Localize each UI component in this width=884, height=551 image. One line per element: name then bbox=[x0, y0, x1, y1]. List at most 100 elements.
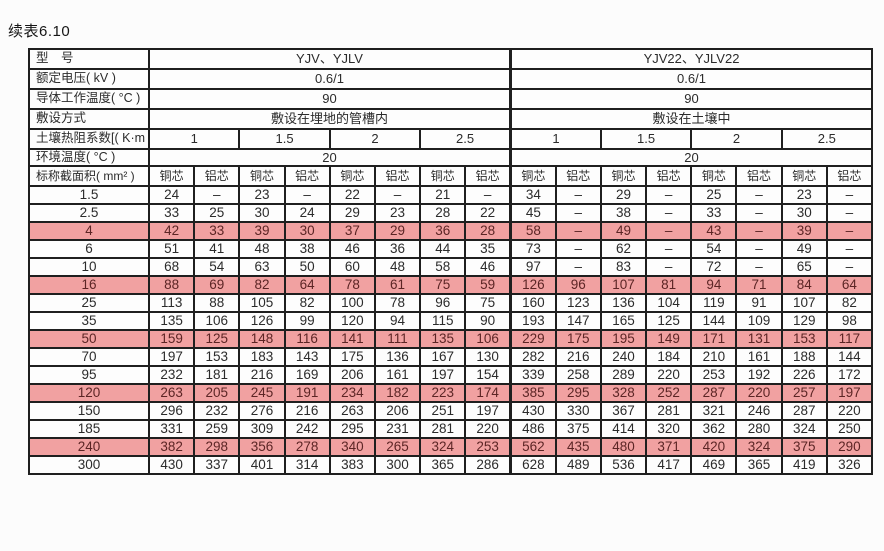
ampacity-cell: 480 bbox=[599, 437, 648, 457]
cross-section-value: 150 bbox=[28, 401, 150, 421]
ampacity-cell: 25 bbox=[690, 185, 738, 205]
ampacity-cell: – bbox=[554, 221, 602, 241]
ampacity-cell: 184 bbox=[645, 347, 693, 367]
ampacity-cell: 250 bbox=[825, 419, 874, 439]
ampacity-cell: 286 bbox=[464, 455, 512, 475]
cross-section-value: 2.5 bbox=[28, 203, 150, 223]
ampacity-cell: 94 bbox=[690, 275, 738, 295]
ampacity-cell: – bbox=[825, 257, 874, 277]
table-row: 25 113 88 105 82 100 78 96 75 160 123 136 104 119 91 10… bbox=[28, 293, 874, 313]
ampacity-cell: – bbox=[825, 239, 874, 259]
row-core-type: 标称截面积( mm² ) 铜芯 铝芯 铜芯 铝芯 铜芯 铝芯 铜芯 铝芯 铜芯 铝芯 铜芯 铝芯 铜芯铝… bbox=[28, 165, 874, 187]
ampacity-cell: 46 bbox=[464, 257, 512, 277]
ampacity-cell: 175 bbox=[554, 329, 602, 349]
ampacity-cell: 159 bbox=[147, 329, 196, 349]
ampacity-cell: 282 bbox=[508, 347, 557, 367]
ampacity-cell: 126 bbox=[508, 275, 557, 295]
ampacity-cell: 149 bbox=[645, 329, 693, 349]
cross-section-value: 70 bbox=[28, 347, 150, 367]
aluminum-core-header: 铝芯 bbox=[554, 165, 602, 187]
ampacity-cell: 183 bbox=[238, 347, 286, 367]
ampacity-cell: 45 bbox=[508, 203, 557, 223]
ampacity-cell: 356 bbox=[238, 437, 286, 457]
ampacity-cell: 326 bbox=[825, 455, 874, 475]
ampacity-cell: 147 bbox=[554, 311, 602, 331]
ampacity-cell: 125 bbox=[645, 311, 693, 331]
ampacity-cell: 78 bbox=[373, 293, 422, 313]
ampacity-cell: 88 bbox=[147, 275, 196, 295]
ampacity-cell: 365 bbox=[735, 455, 783, 475]
ampacity-cell: 300 bbox=[373, 455, 422, 475]
ampacity-cell: 51 bbox=[147, 239, 196, 259]
ampacity-cell: 24 bbox=[283, 203, 331, 223]
table-row: 150 296 232 276 216 263 206 251 197 430 330 367 281 3… bbox=[28, 401, 874, 421]
ampacity-cell: 82 bbox=[825, 293, 874, 313]
resistivity-value: 2 bbox=[328, 128, 422, 150]
resistivity-value: 1.5 bbox=[238, 128, 331, 150]
ampacity-cell: 232 bbox=[147, 365, 196, 385]
ampacity-cell: 486 bbox=[508, 419, 557, 439]
table-row: 35 135 106 126 99 120 94 115 90 193 147 165 125 144 10… bbox=[28, 311, 874, 331]
ampacity-cell: 105 bbox=[238, 293, 286, 313]
cross-section-value: 300 bbox=[28, 455, 150, 475]
conductor-temp-right-value: 90 bbox=[509, 88, 873, 110]
ampacity-cell: 39 bbox=[238, 221, 286, 241]
ampacity-cell: 135 bbox=[147, 311, 196, 331]
ampacity-cell: 100 bbox=[328, 293, 376, 313]
ampacity-cell: 130 bbox=[464, 347, 512, 367]
ambient-temp-left-value: 20 bbox=[148, 148, 512, 167]
row-thermal-resistivity: 土壤热阻系数[( K·m )/W] 1 1.5 2 2.5 1 1.5 2 2.… bbox=[28, 128, 874, 150]
ampacity-cell: 97 bbox=[508, 257, 557, 277]
ampacity-cell: 229 bbox=[508, 329, 557, 349]
ampacity-cell: 46 bbox=[328, 239, 376, 259]
ampacity-cell: 113 bbox=[147, 293, 196, 313]
ampacity-cell: 206 bbox=[328, 365, 376, 385]
ampacity-cell: 206 bbox=[373, 401, 422, 421]
ampacity-cell: 38 bbox=[599, 203, 648, 223]
table-caption: 续表6.10 bbox=[8, 23, 71, 40]
ampacity-cell: 171 bbox=[690, 329, 738, 349]
ampacity-cell: – bbox=[193, 185, 241, 205]
ampacity-cell: 131 bbox=[735, 329, 783, 349]
table-body: 1.5 24–23–22–21–34–29–25–23–2.5 33 25 30 24 29… bbox=[28, 185, 874, 475]
voltage-right-value: 0.6/1 bbox=[509, 68, 873, 90]
ampacity-cell: – bbox=[735, 185, 783, 205]
ampacity-cell: – bbox=[645, 185, 693, 205]
ampacity-cell: 107 bbox=[780, 293, 828, 313]
ampacity-cell: 296 bbox=[147, 401, 196, 421]
ampacity-cell: 109 bbox=[735, 311, 783, 331]
ampacity-cell: 280 bbox=[735, 419, 783, 439]
cross-section-value: 10 bbox=[28, 257, 150, 277]
ampacity-cell: 246 bbox=[735, 401, 783, 421]
ampacity-cell: 197 bbox=[825, 383, 874, 403]
ampacity-cell: 231 bbox=[373, 419, 422, 439]
resistivity-value: 1 bbox=[508, 128, 602, 150]
ampacity-cell: 220 bbox=[645, 365, 693, 385]
ampacity-cell: 21 bbox=[419, 185, 467, 205]
ampacity-cell: 39 bbox=[780, 221, 828, 241]
ampacity-cell: 29 bbox=[328, 203, 376, 223]
ampacity-cell: 28 bbox=[419, 203, 467, 223]
ampacity-cell: 82 bbox=[283, 293, 331, 313]
ampacity-cell: 259 bbox=[193, 419, 241, 439]
ampacity-cell: 62 bbox=[599, 239, 648, 259]
model-left-value: YJV、YJLV bbox=[148, 48, 512, 70]
copper-core-header: 铜芯 bbox=[690, 165, 738, 187]
ampacity-cell: 73 bbox=[508, 239, 557, 259]
ampacity-cell: 278 bbox=[283, 437, 331, 457]
ampacity-cell: 44 bbox=[419, 239, 467, 259]
ampacity-cell: 263 bbox=[147, 383, 196, 403]
conductor-temp-left-value: 90 bbox=[148, 88, 512, 110]
cross-section-value: 120 bbox=[28, 383, 150, 403]
cross-section-value: 35 bbox=[28, 311, 150, 331]
ampacity-cell: 64 bbox=[825, 275, 874, 295]
ampacity-cell: 48 bbox=[373, 257, 422, 277]
row-label-model: 型 号 bbox=[28, 48, 150, 70]
ampacity-cell: 23 bbox=[238, 185, 286, 205]
model-right-value: YJV22、YJLV22 bbox=[509, 48, 873, 70]
ampacity-cell: 82 bbox=[238, 275, 286, 295]
copper-core-header: 铜芯 bbox=[328, 165, 376, 187]
ampacity-cell: 153 bbox=[780, 329, 828, 349]
ampacity-cell: 23 bbox=[373, 203, 422, 223]
ampacity-cell: – bbox=[825, 203, 874, 223]
